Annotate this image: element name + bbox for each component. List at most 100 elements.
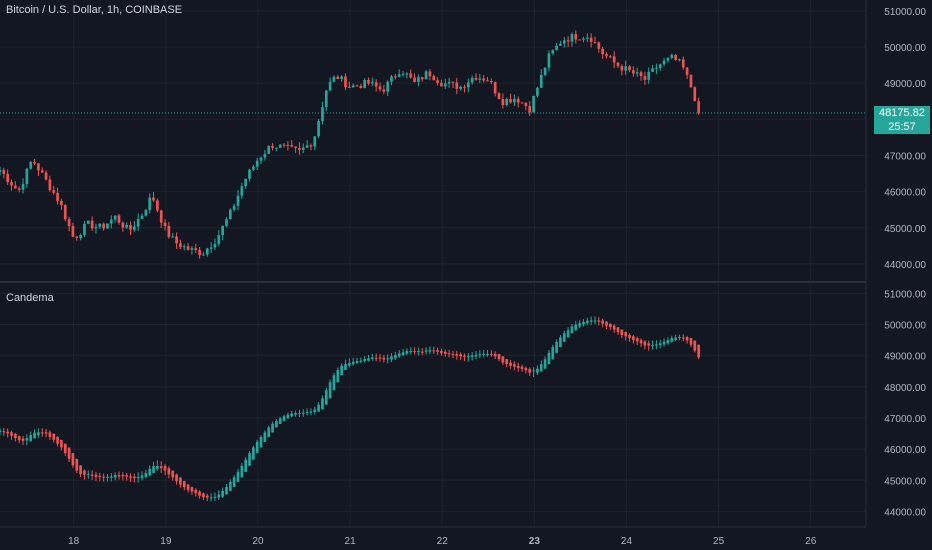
- ema-candle-body: [562, 333, 566, 342]
- ema-candle-body: [509, 362, 512, 366]
- ema-candle-body: [190, 487, 194, 492]
- ema-candle-body: [539, 364, 543, 372]
- y-tick-label: 49000.00: [884, 352, 926, 363]
- candle-body: [612, 56, 616, 63]
- candle-body: [520, 102, 524, 104]
- ema-candle-body: [497, 354, 501, 360]
- candle-body: [340, 76, 343, 79]
- indicator-panel-grid: [0, 284, 866, 527]
- candle-body: [144, 210, 148, 216]
- ema-candle-body: [33, 432, 36, 439]
- ema-candle-body: [451, 353, 455, 355]
- ema-candle-body: [470, 355, 474, 358]
- candle-body: [635, 72, 639, 74]
- candle-body: [213, 243, 217, 248]
- ema-candle-body: [493, 353, 497, 357]
- candle-body: [459, 86, 462, 89]
- ema-candle-body: [597, 320, 601, 322]
- candle-body: [267, 145, 271, 154]
- ema-candle-body: [37, 432, 40, 436]
- ema-candle-body: [632, 336, 635, 341]
- candle-body: [347, 87, 351, 89]
- y-tick-label: 50000.00: [884, 43, 926, 54]
- ema-candle-body: [424, 350, 428, 352]
- candle-body: [632, 70, 635, 74]
- ema-candle-body: [593, 320, 597, 322]
- ema-candle-body: [121, 474, 125, 477]
- ema-candle-body: [359, 360, 363, 362]
- ema-candle-body: [662, 341, 666, 345]
- ema-candle-body: [267, 427, 271, 438]
- candle-body: [148, 197, 152, 211]
- candle-body: [37, 163, 40, 171]
- candle-body: [71, 226, 75, 237]
- ema-candle-body: [182, 481, 186, 488]
- ema-candle-body: [693, 340, 697, 351]
- candle-body: [486, 80, 489, 82]
- y-tick-label: 45000.00: [884, 224, 926, 235]
- ema-candle-body: [213, 496, 217, 498]
- candle-body: [420, 77, 424, 80]
- y-tick-label: 49000.00: [884, 79, 926, 90]
- candle-body: [605, 54, 608, 57]
- ema-candle-body: [371, 357, 374, 359]
- price-axis[interactable]: 44000.0045000.0046000.0047000.0048000.00…: [884, 7, 926, 271]
- candle-body: [167, 225, 171, 238]
- ema-candle-body: [102, 476, 105, 478]
- candle-body: [513, 98, 516, 103]
- ema-candle-body: [347, 363, 351, 366]
- candle-body: [394, 76, 397, 78]
- ema-candle-body: [482, 353, 486, 355]
- y-tick-label: 47000.00: [884, 151, 926, 162]
- ema-candle-body: [144, 473, 148, 477]
- candle-body: [63, 205, 67, 220]
- candle-body: [198, 250, 201, 256]
- ema-candle-body: [378, 357, 382, 359]
- ema-candle-body: [17, 436, 21, 441]
- time-axis[interactable]: 18 19 20 21 22 23 24 25 26: [68, 536, 817, 547]
- ema-candle-body: [106, 476, 109, 478]
- candle-body: [547, 53, 551, 68]
- candle-body: [263, 153, 267, 158]
- ema-candle-body: [505, 359, 509, 365]
- candle-body: [493, 82, 497, 94]
- candle-body: [209, 247, 213, 249]
- candle-body: [501, 99, 505, 105]
- candle-body: [482, 78, 486, 81]
- ema-candle-body: [71, 453, 75, 466]
- ema-candle-body: [516, 365, 520, 368]
- ema-candle-body: [355, 360, 359, 364]
- ema-candle-body: [263, 432, 267, 442]
- candle-body: [528, 106, 532, 113]
- ema-candle-body: [620, 329, 624, 335]
- ema-candle-body: [543, 359, 547, 369]
- ema-candle-body: [689, 338, 693, 345]
- ema-candle-body: [639, 340, 643, 344]
- ema-candle-body: [601, 320, 605, 324]
- ema-candle-body: [397, 353, 401, 357]
- ema-candle-body: [363, 358, 367, 361]
- candle-body: [328, 81, 332, 91]
- ema-candle-body: [98, 475, 102, 477]
- candle-body: [697, 101, 700, 113]
- indicator-axis[interactable]: 44000.00 45000.00 46000.00 47000.00 48000.00…: [884, 289, 926, 518]
- y-tick-label: 44000.00: [884, 260, 926, 271]
- ema-candle-body: [321, 398, 324, 410]
- ema-candle-body: [63, 443, 67, 454]
- ema-candle-body: [459, 354, 462, 357]
- candle-body: [90, 220, 94, 229]
- ema-candle-body: [443, 351, 447, 354]
- candle-body: [478, 78, 482, 80]
- ema-candle-body: [67, 447, 71, 459]
- ema-candle-body: [244, 459, 248, 472]
- ema-candle-body: [117, 475, 121, 477]
- ema-candle-body: [275, 421, 278, 428]
- y-tick-label: 46000.00: [884, 188, 926, 199]
- candle-body: [2, 169, 6, 174]
- ema-candle-body: [10, 432, 13, 436]
- candle-body: [639, 72, 643, 77]
- ema-candle-body: [486, 353, 489, 355]
- ema-candle-body: [678, 337, 681, 339]
- candle-body: [152, 197, 155, 201]
